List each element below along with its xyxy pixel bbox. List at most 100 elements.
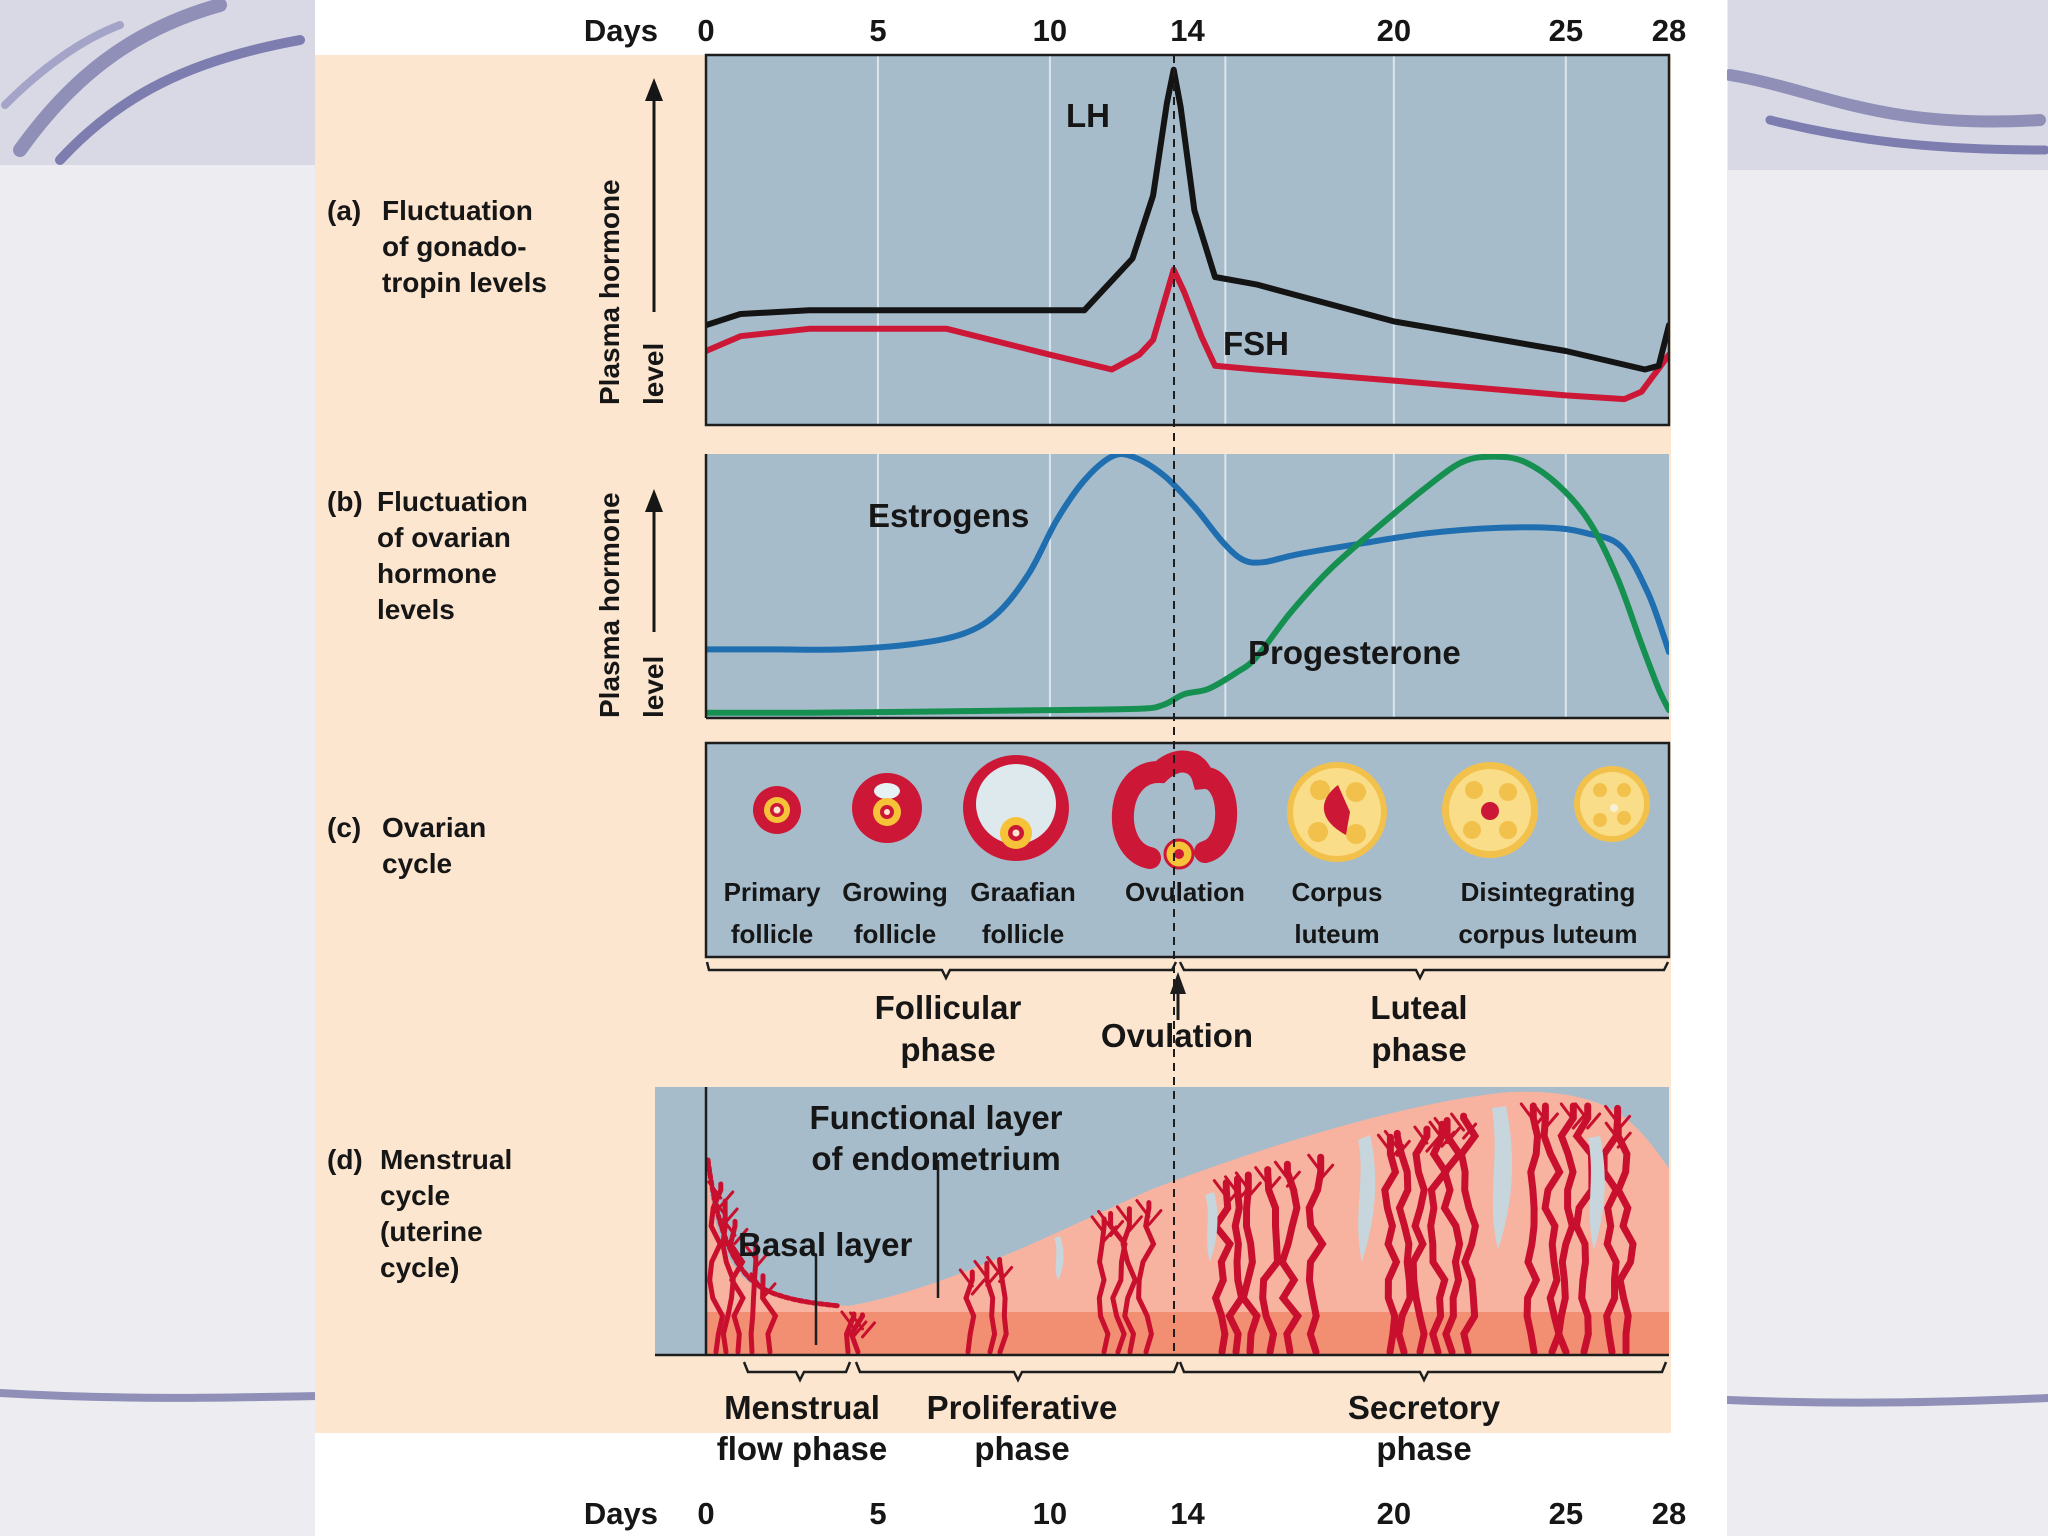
functional-layer-label-line2: of endometrium <box>811 1140 1060 1177</box>
functional-layer-label-line1: Functional layer <box>809 1099 1062 1136</box>
menstrual-phase-label-line2: flow phase <box>717 1430 888 1467</box>
blood-vessel <box>1259 1166 1282 1356</box>
follicular-phase-label-line2: phase <box>900 1031 995 1068</box>
y-axis-label-a: Plasma hormone level <box>594 78 669 405</box>
section-c-letter: (c) <box>327 812 361 843</box>
y-axis-label-line1: Plasma hormone <box>594 492 625 718</box>
graafian-follicle-icon <box>963 755 1069 861</box>
proliferative-phase-bracket <box>854 1361 1180 1383</box>
stage-label-growing-follicle: Growing follicle <box>842 877 947 949</box>
day-tick-label: 14 <box>1170 13 1205 48</box>
stage-label-primary-follicle: Primary follicle <box>724 877 821 949</box>
panel-a-gridlines <box>876 55 1567 425</box>
section-c-line: Ovarian <box>382 812 486 843</box>
luteal-phase-label-line2: phase <box>1371 1031 1466 1068</box>
y-axis-label-b: Plasma hormone level <box>594 489 669 718</box>
day-tick-label: 14 <box>1170 1496 1205 1531</box>
follicular-phase-label-line1: Follicular <box>875 989 1022 1026</box>
blood-vessel <box>1540 1102 1564 1356</box>
panel-b-ovarian-hormones: Estrogens Progesterone <box>704 454 1669 720</box>
progesterone-label: Progesterone <box>1248 634 1461 671</box>
blood-vessel <box>1572 1102 1596 1356</box>
stage-label-disintegrating-corpus-luteum: Disintegrating corpus luteum <box>1458 877 1637 949</box>
day-tick-label: 10 <box>1033 1496 1067 1531</box>
stage-label-line: luteum <box>1294 919 1379 949</box>
section-d-line: (uterine <box>380 1216 483 1247</box>
secretory-phase-label-line1: Secretory <box>1348 1389 1501 1426</box>
section-d-label: (d) Menstrual cycle (uterine cycle) <box>327 1144 512 1283</box>
section-b-label: (b) Fluctuation of ovarian hormone level… <box>327 486 528 625</box>
blood-vessel-branch <box>1254 1166 1282 1194</box>
blood-vessel-branch <box>958 1268 986 1296</box>
panel-a-gonadotropins: LH FSH <box>704 53 1671 427</box>
y-axis-label-line1: Plasma hormone <box>594 179 625 405</box>
blood-vessel <box>1523 1102 1542 1356</box>
blood-vessel <box>1614 1121 1637 1356</box>
proliferative-phase-label-line2: phase <box>974 1430 1069 1467</box>
blood-vessel <box>1278 1160 1302 1356</box>
blood-vessel-branch <box>986 1256 1014 1283</box>
stage-label-line: follicle <box>982 919 1064 949</box>
blood-vessel <box>1239 1171 1261 1356</box>
section-b-line: hormone <box>377 558 497 589</box>
stage-label-corpus-luteum: Corpus luteum <box>1292 877 1383 949</box>
blood-vessel-branch <box>1135 1199 1163 1227</box>
section-b-line: of ovarian <box>377 522 511 553</box>
days-axis-top-ticks: 0 5 10 14 20 25 28 <box>697 13 1686 48</box>
section-c-label: (c) Ovarian cycle <box>327 812 486 879</box>
ovulation-icon <box>1111 750 1238 870</box>
section-a-line: Fluctuation <box>382 195 533 226</box>
blood-vessels <box>705 1102 1637 1356</box>
blood-vessel-branch <box>1234 1171 1262 1199</box>
panel-d-endometrium: Functional layer of endometrium Basal la… <box>655 1087 1669 1357</box>
panel-c-ovarian-cycle: Primary follicle Growing follicle Graafi… <box>704 741 1671 959</box>
section-d-letter: (d) <box>327 1144 363 1175</box>
progesterone-curve <box>706 454 1669 716</box>
blood-vessel-branch <box>1604 1121 1632 1149</box>
days-axis-top: Days 0 5 10 14 20 25 28 <box>584 13 1686 48</box>
stage-label-line: corpus luteum <box>1458 919 1637 949</box>
estrogens-curve <box>706 454 1669 655</box>
secretory-phase-bracket <box>1178 1361 1668 1383</box>
days-axis-bottom-label: Days <box>584 1496 658 1531</box>
growing-follicle-icon <box>852 773 922 843</box>
blood-vessel <box>848 1312 865 1355</box>
functional-layer <box>706 1091 1669 1355</box>
section-d-line: Menstrual <box>380 1144 512 1175</box>
stage-label-line: follicle <box>731 919 813 949</box>
blood-vessel-branch <box>840 1310 868 1338</box>
y-axis-arrow-head <box>645 489 663 512</box>
blood-vessel-branch <box>721 1217 749 1245</box>
blood-vessel-branch <box>1574 1102 1602 1130</box>
stage-label-line: Graafian <box>970 877 1076 907</box>
blood-vessel <box>1393 1129 1414 1356</box>
panel-c-frame <box>704 741 1671 959</box>
blood-vessel <box>1600 1104 1622 1356</box>
blood-vessel-branch <box>849 1311 876 1339</box>
brush-stroke-decoration-top-left <box>0 0 320 165</box>
uterine-phase-brackets <box>742 1361 1668 1383</box>
blood-vessel-branch <box>1531 1102 1559 1130</box>
day-tick-label: 5 <box>869 13 886 48</box>
day-tick-label: 20 <box>1377 13 1411 48</box>
stage-label-line: Ovulation <box>1125 877 1245 907</box>
day-tick-label: 5 <box>869 1496 886 1531</box>
fsh-label: FSH <box>1223 325 1289 362</box>
blood-vessel <box>760 1273 779 1355</box>
blood-vessel <box>1440 1117 1464 1356</box>
primary-follicle-icon <box>753 786 801 834</box>
day-tick-label: 25 <box>1549 13 1583 48</box>
blood-vessel-branch <box>1307 1153 1335 1181</box>
day-tick-label: 0 <box>697 13 714 48</box>
section-b-line: levels <box>377 594 455 625</box>
section-a-line: tropin levels <box>382 267 547 298</box>
day-tick-label: 25 <box>1549 1496 1583 1531</box>
blood-vessel <box>1457 1112 1480 1356</box>
menstrual-debris <box>705 1157 843 1309</box>
section-b-line: Fluctuation <box>377 486 528 517</box>
menstrual-phase-bracket <box>742 1361 852 1383</box>
stage-label-line: Disintegrating <box>1461 877 1636 907</box>
ovarian-phase-brackets <box>705 961 1670 981</box>
stage-label-graafian-follicle: Graafian follicle <box>970 877 1076 949</box>
